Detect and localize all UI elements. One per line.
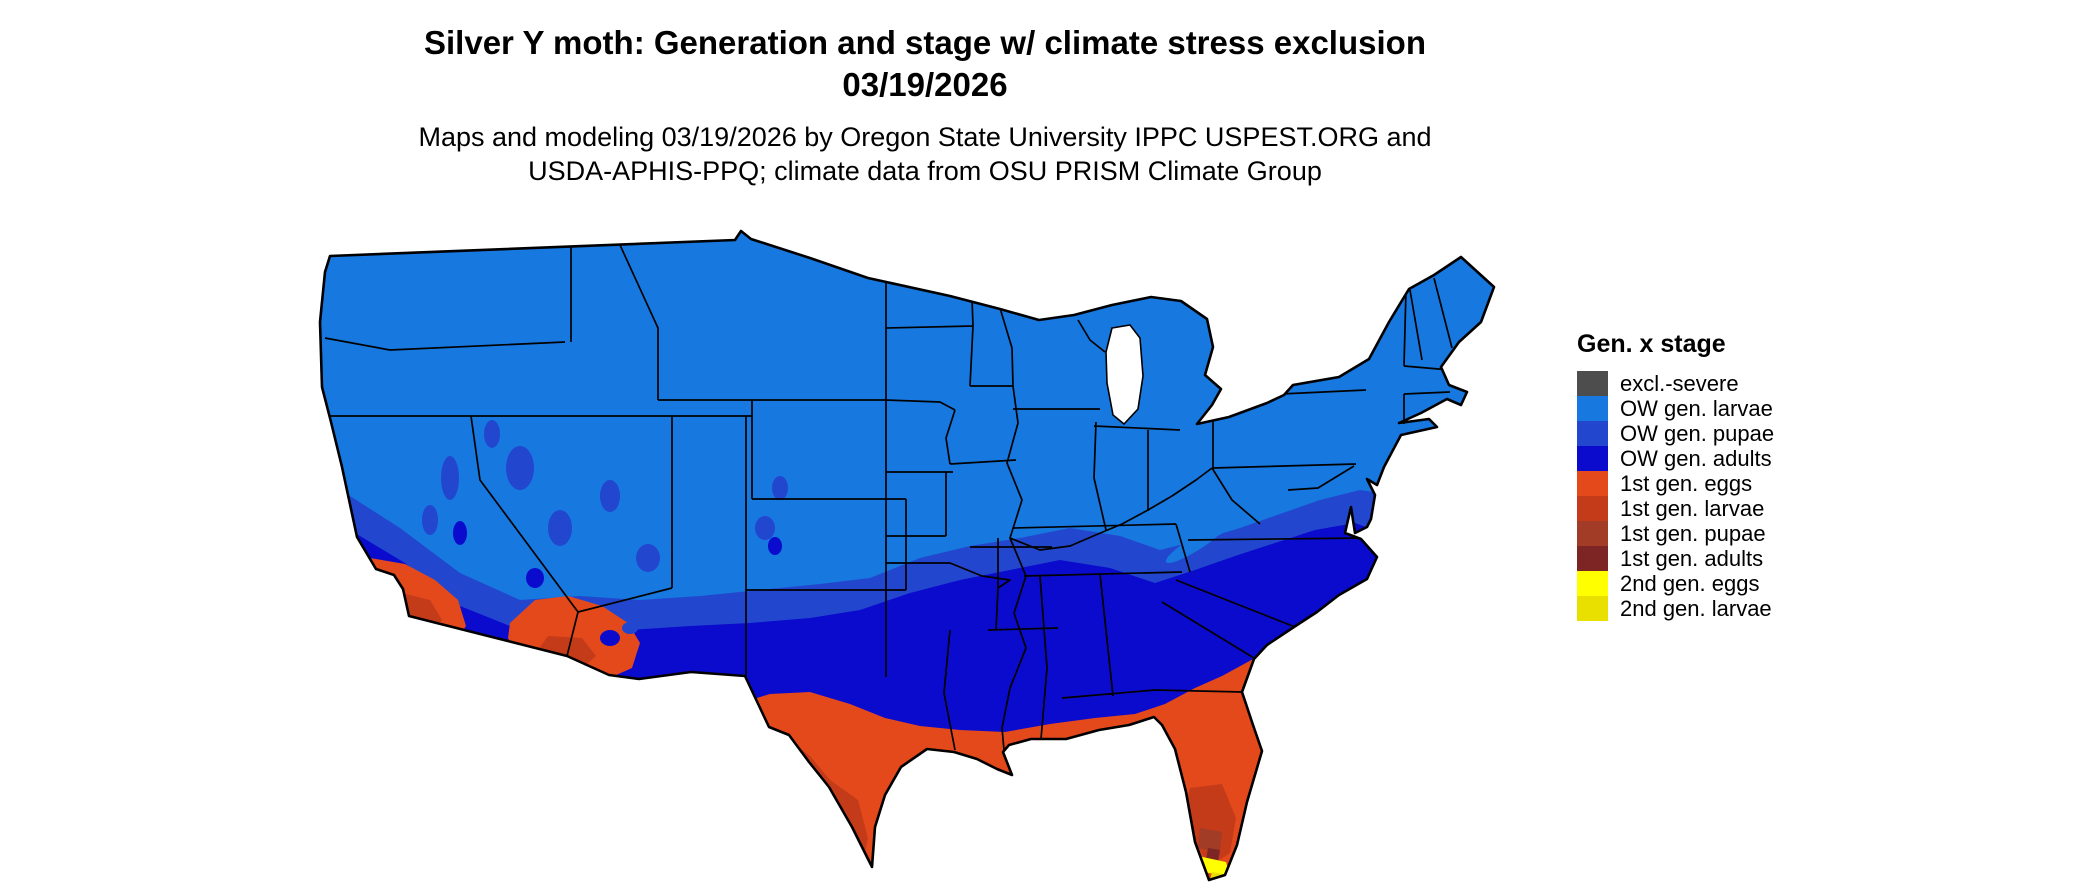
legend-label: OW gen. pupae [1620,420,1775,446]
legend-swatch-1st-adults [1577,546,1608,571]
us-map-svg [318,229,1496,882]
lake-michigan [1105,324,1144,426]
legend-swatch-excl-severe [1577,371,1608,396]
legend-swatch-ow-larvae [1577,396,1608,421]
subtitle-line1: Maps and modeling 03/19/2026 by Oregon S… [418,122,1432,152]
legend-item: OW gen. larvae [1577,396,1877,421]
page-title-date: 03/19/2026 [842,66,1008,103]
legend-title: Gen. x stage [1577,330,1726,358]
arizona-highland-patches-2 [622,622,638,634]
page-title: Silver Y moth: Generation and stage w/ c… [0,22,1850,106]
legend-item: 1st gen. pupae [1577,521,1877,546]
legend-item: OW gen. adults [1577,446,1877,471]
legend-label: 1st gen. adults [1620,545,1764,571]
legend-label: 2nd gen. eggs [1620,570,1760,596]
subtitle-line2: USDA-APHIS-PPQ; climate data from OSU PR… [528,156,1322,186]
legend-item: OW gen. pupae [1577,421,1877,446]
mountain-mottling-adults [453,521,782,588]
legend-item: excl.-severe [1577,371,1877,396]
us-generation-stage-map [310,228,1530,888]
legend-swatch-1st-pupae [1577,521,1608,546]
page-title-line1: Silver Y moth: Generation and stage w/ c… [424,24,1426,61]
legend-swatch-ow-adults [1577,446,1608,471]
legend-label: OW gen. adults [1620,445,1772,471]
legend-item: 1st gen. adults [1577,546,1877,571]
legend: Gen. x stage excl.-severe OW gen. larvae… [1577,330,1877,621]
legend-label: 1st gen. larvae [1620,495,1765,521]
region-1st-pupae [834,828,1222,864]
legend-swatch-1st-larvae [1577,496,1608,521]
legend-item: 2nd gen. larvae [1577,596,1877,621]
legend-swatch-2nd-larvae [1577,596,1608,621]
appalachian-streaks [1165,511,1248,563]
legend-item: 1st gen. eggs [1577,471,1877,496]
legend-swatch-1st-eggs [1577,471,1608,496]
legend-item: 2nd gen. eggs [1577,571,1877,596]
legend-item: 1st gen. larvae [1577,496,1877,521]
legend-swatch-2nd-eggs [1577,571,1608,596]
legend-swatch-ow-pupae [1577,421,1608,446]
us-outline [318,229,1496,882]
legend-label: OW gen. larvae [1620,395,1773,421]
legend-label: 1st gen. eggs [1620,470,1753,496]
legend-label: 2nd gen. larvae [1620,595,1772,621]
page-subtitle: Maps and modeling 03/19/2026 by Oregon S… [0,120,1850,188]
legend-label: excl.-severe [1620,370,1739,396]
legend-label: 1st gen. pupae [1620,520,1766,546]
mountain-mottling-pupae [422,420,1198,575]
arizona-highland-patches [600,630,620,646]
state-borders [320,244,1453,751]
